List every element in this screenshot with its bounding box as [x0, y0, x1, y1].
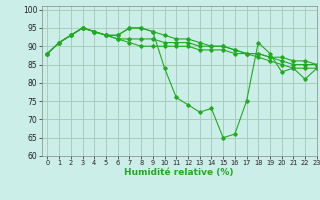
X-axis label: Humidité relative (%): Humidité relative (%) [124, 168, 234, 177]
